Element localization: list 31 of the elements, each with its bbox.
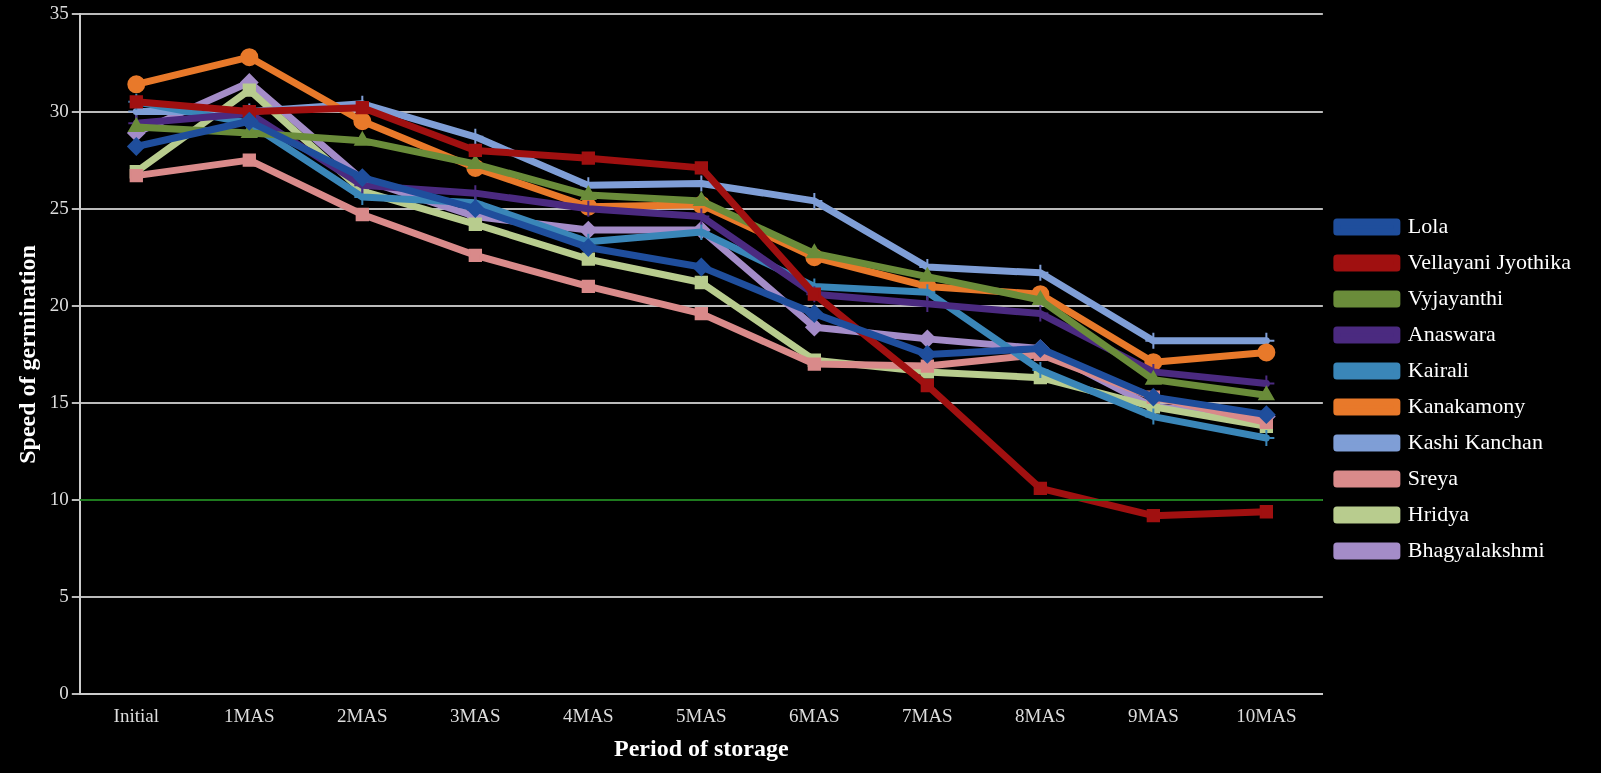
- legend-label: Vellayani Jyothika: [1407, 248, 1572, 274]
- x-tick-label: 9MAS: [1128, 704, 1179, 726]
- x-tick-label: 2MAS: [336, 704, 388, 726]
- x-tick-label: 4MAS: [562, 704, 614, 726]
- y-axis-title: Speed of germination: [13, 245, 40, 464]
- y-tick-label: 10: [49, 488, 69, 510]
- x-tick-label: 6MAS: [789, 704, 840, 726]
- legend-label: Anaswara: [1407, 320, 1497, 346]
- y-tick-label: 30: [49, 99, 69, 121]
- y-tick-label: 20: [49, 293, 69, 315]
- legend-label: Sreya: [1407, 464, 1459, 490]
- x-tick-label: 1MAS: [223, 704, 275, 726]
- y-tick-label: 15: [49, 390, 69, 412]
- legend-label: Vyjayanthi: [1407, 284, 1504, 310]
- x-tick-label: 5MAS: [675, 704, 727, 726]
- legend-label: Hridya: [1407, 500, 1470, 526]
- legend-label: Kanakamony: [1407, 392, 1526, 418]
- x-tick-label: 3MAS: [449, 704, 501, 726]
- legend-label: Kairali: [1407, 356, 1469, 382]
- y-tick-label: 25: [49, 196, 69, 218]
- legend-label: Lola: [1407, 212, 1449, 238]
- y-tick-label: 5: [59, 585, 69, 607]
- x-tick-label: 8MAS: [1015, 704, 1066, 726]
- legend-label: Kashi Kanchan: [1407, 428, 1543, 454]
- x-tick-label: 7MAS: [902, 704, 953, 726]
- x-axis-title: Period of storage: [614, 734, 789, 761]
- y-tick-label: 0: [59, 682, 69, 704]
- legend-label: Bhagyalakshmi: [1407, 536, 1545, 562]
- x-tick-label: Initial: [113, 704, 159, 726]
- x-tick-label: 10MAS: [1236, 704, 1297, 726]
- y-tick-label: 35: [49, 2, 69, 24]
